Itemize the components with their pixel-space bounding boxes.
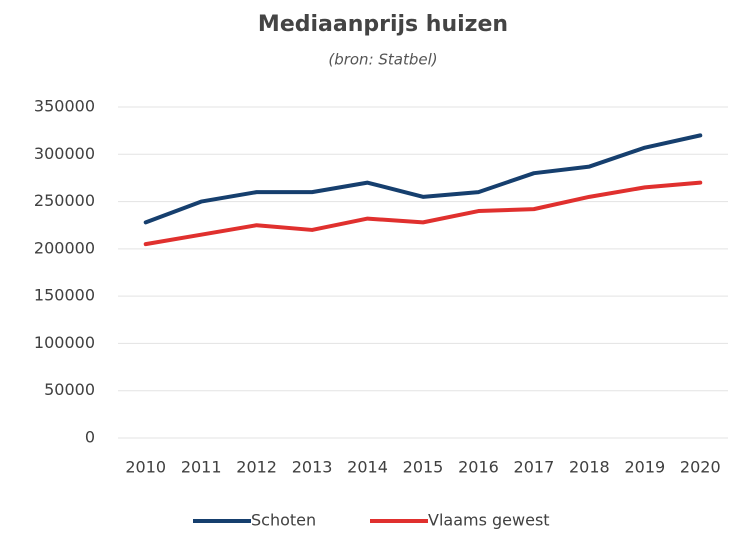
- legend-label: Schoten: [251, 511, 316, 530]
- x-tick-label: 2019: [624, 458, 665, 477]
- y-tick-label: 250000: [34, 191, 95, 210]
- x-tick-label: 2010: [125, 458, 166, 477]
- x-tick-label: 2016: [458, 458, 499, 477]
- y-tick-label: 150000: [34, 286, 95, 305]
- series-line: [143, 133, 703, 225]
- x-tick-label: 2014: [347, 458, 388, 477]
- chart-title: Mediaanprijs huizen: [258, 12, 508, 37]
- x-tick-label: 2011: [181, 458, 222, 477]
- x-tick-label: 2015: [403, 458, 444, 477]
- y-tick-label: 300000: [34, 144, 95, 163]
- x-tick-label: 2013: [292, 458, 333, 477]
- series-line: [143, 180, 703, 247]
- x-tick-label: 2017: [514, 458, 555, 477]
- y-tick-label: 100000: [34, 333, 95, 352]
- y-tick-label: 350000: [34, 97, 95, 116]
- y-tick-label: 0: [85, 428, 95, 447]
- chart-subtitle: (bron: Statbel): [328, 51, 437, 69]
- x-tick-label: 2018: [569, 458, 610, 477]
- x-tick-label: 2012: [236, 458, 277, 477]
- legend-label: Vlaams gewest: [428, 511, 550, 530]
- y-tick-label: 200000: [34, 238, 95, 257]
- y-tick-label: 50000: [44, 380, 95, 399]
- x-tick-label: 2020: [680, 458, 721, 477]
